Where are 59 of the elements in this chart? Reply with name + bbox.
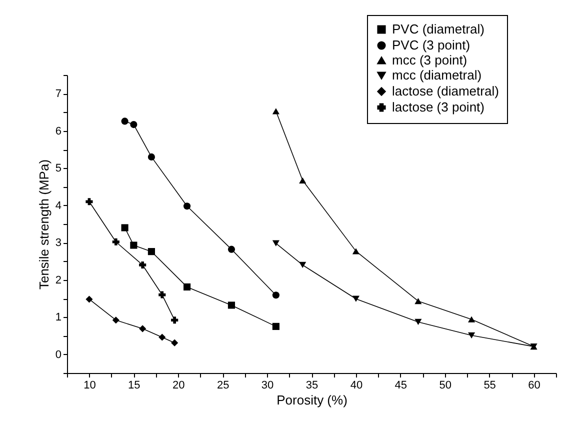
legend-label: mcc (diametral)	[392, 68, 482, 82]
x-tick-label: 50	[439, 380, 452, 392]
point	[148, 153, 155, 160]
x-tick-label: 15	[128, 380, 140, 392]
point	[112, 238, 120, 246]
point	[86, 198, 93, 206]
point	[121, 224, 128, 232]
point	[414, 318, 422, 326]
point	[228, 302, 236, 309]
point	[139, 325, 146, 332]
x-tick-label: 45	[394, 380, 408, 392]
x-tick-label: 20	[172, 380, 185, 392]
y-tick-label: 4	[55, 200, 62, 212]
point	[171, 339, 178, 346]
point	[139, 261, 146, 269]
point	[414, 298, 422, 304]
x-tick-label: 35	[306, 380, 318, 392]
point	[468, 332, 476, 338]
point	[272, 292, 280, 299]
point	[183, 202, 191, 210]
y-tick-label: 7	[55, 88, 62, 100]
y-tick-label: 5	[55, 162, 62, 175]
x-tick-label: 55	[484, 380, 496, 392]
x-axis-title: Porosity (%)	[276, 392, 348, 408]
legend-label: PVC (3 point)	[392, 38, 470, 52]
point	[352, 248, 360, 254]
y-tick-label: 0	[55, 348, 62, 361]
point	[352, 296, 360, 302]
point	[121, 118, 128, 125]
point	[148, 248, 155, 256]
x-tick-label: 60	[528, 380, 540, 392]
point	[130, 121, 138, 128]
point	[130, 242, 138, 249]
x-tick-label: 40	[350, 380, 363, 392]
point	[228, 246, 236, 253]
legend-label: lactose (diametral)	[392, 84, 499, 98]
legend-label: lactose (3 point)	[392, 100, 484, 114]
point	[158, 291, 166, 298]
point	[272, 108, 280, 114]
legend-label: mcc (3 point)	[392, 52, 468, 68]
point	[86, 296, 93, 303]
point	[183, 283, 191, 290]
point	[299, 177, 306, 184]
point	[158, 334, 166, 341]
point	[171, 316, 178, 324]
y-tick-label: 2	[55, 274, 62, 286]
y-tick-label: 6	[55, 125, 62, 138]
y-axis-title: Tensile strength (MPa)	[36, 159, 52, 290]
x-tick-label: 25	[216, 380, 230, 392]
x-tick-label: 30	[261, 380, 274, 392]
x-tick-label: 10	[84, 380, 96, 392]
point	[272, 322, 280, 330]
legend-label: PVC (diametral)	[392, 22, 484, 36]
point	[468, 316, 476, 322]
point	[299, 262, 306, 268]
point	[112, 316, 120, 324]
y-tick-label: 3	[55, 237, 62, 250]
point	[272, 240, 280, 246]
y-tick-label: 1	[55, 312, 62, 324]
